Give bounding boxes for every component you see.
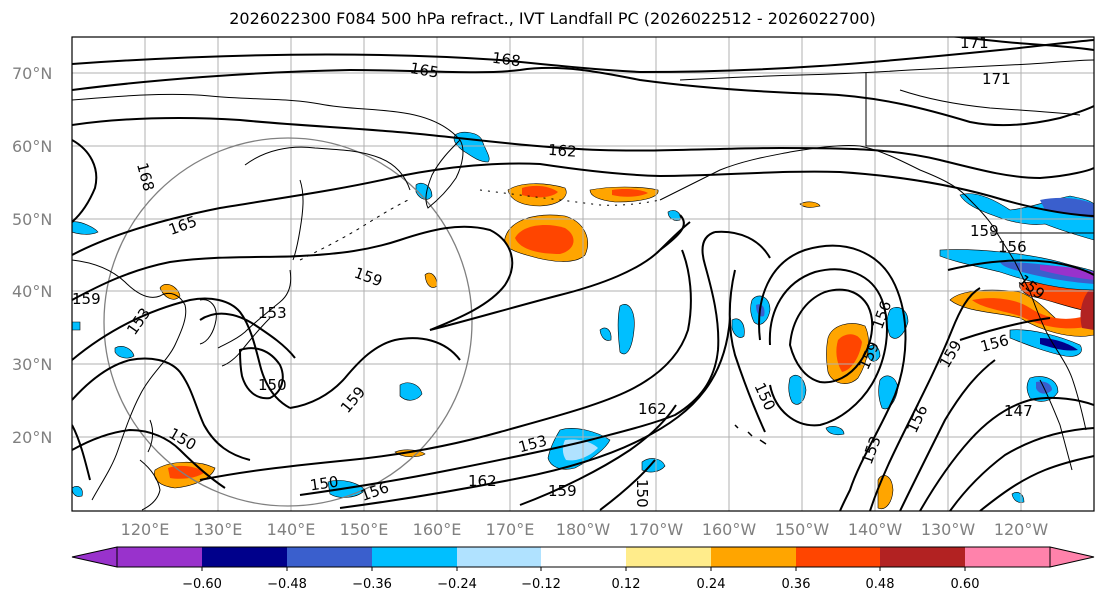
map-border xyxy=(71,36,1095,512)
colorbar-tick-label: 0.36 xyxy=(782,577,811,592)
lon-label: 160°W xyxy=(702,520,757,539)
colorbar-tick-label: 0.48 xyxy=(866,577,895,592)
lat-label: 70°N xyxy=(12,64,52,83)
lat-label: 30°N xyxy=(12,355,52,374)
contour-label: 150 xyxy=(633,479,651,508)
contour-label: 162 xyxy=(638,400,667,418)
colorbar-tick-label: 0.60 xyxy=(951,577,980,592)
refractivity-contours xyxy=(72,37,1094,511)
lon-label: 130°W xyxy=(921,520,976,539)
negative-region xyxy=(72,321,81,331)
contour-label: 153 xyxy=(258,304,287,322)
lon-label: 130°E xyxy=(194,520,243,539)
positive-region xyxy=(612,189,648,197)
negative-region xyxy=(867,344,881,362)
lon-label: 140°E xyxy=(267,520,316,539)
colorbar-segment xyxy=(796,547,880,567)
colorbar-segment xyxy=(457,547,541,567)
colorbar-tick-label: 0.12 xyxy=(612,577,641,592)
anomaly-fill-layer xyxy=(72,131,1094,510)
coastlines xyxy=(72,59,1094,511)
contour-label: 150 xyxy=(309,473,340,495)
lon-label: 160°E xyxy=(413,520,462,539)
contour-label: 150 xyxy=(258,376,287,394)
contour-label: 147 xyxy=(1004,402,1033,420)
positive-region xyxy=(972,298,1090,329)
map-title: 2026022300 F084 500 hPa refract., IVT La… xyxy=(229,9,876,28)
negative-region xyxy=(399,382,423,401)
negative-region xyxy=(667,210,681,221)
negative-region xyxy=(1040,338,1078,351)
positive-region xyxy=(1080,285,1094,330)
lon-label: 120°E xyxy=(121,520,170,539)
colorbar-segment xyxy=(711,547,796,567)
colorbar-segment xyxy=(202,547,287,567)
contour-label: 171 xyxy=(982,70,1011,88)
colorbar-segment xyxy=(287,547,372,567)
contour-label: 159 xyxy=(970,222,999,240)
contour-label: 165 xyxy=(409,59,440,82)
positive-region xyxy=(159,284,181,300)
negative-region xyxy=(72,221,99,235)
contour-label: 159 xyxy=(548,482,577,500)
negative-region xyxy=(825,426,845,436)
lon-label: 170°W xyxy=(629,520,684,539)
colorbar-segment xyxy=(117,547,202,567)
negative-region xyxy=(72,486,83,497)
colorbar-segment xyxy=(880,547,965,567)
lon-label: 120°W xyxy=(994,520,1049,539)
positive-region xyxy=(515,225,574,254)
colorbar-tick-label: −0.36 xyxy=(352,577,392,592)
colorbar-segment xyxy=(626,547,711,567)
colorbar-segment xyxy=(965,547,1050,567)
lon-label: 150°E xyxy=(340,520,389,539)
negative-region xyxy=(114,346,135,359)
contour-label: 156 xyxy=(998,238,1027,256)
colorbar-tick-label: 0.24 xyxy=(697,577,726,592)
colorbar: −0.60 −0.48 −0.36 −0.24 −0.12 0.12 0.24 … xyxy=(71,546,1095,592)
contour-label: 162 xyxy=(547,141,577,161)
landfall-region-circle xyxy=(103,137,473,507)
negative-region xyxy=(1000,262,1094,284)
colorbar-max-extend xyxy=(1049,546,1095,568)
colorbar-tick-label: −0.24 xyxy=(437,577,477,592)
lon-label: 150°W xyxy=(775,520,830,539)
lon-label: 180°W xyxy=(556,520,611,539)
contour-label: 159 xyxy=(72,290,101,308)
lat-label: 50°N xyxy=(12,210,52,229)
colorbar-tick-label: −0.60 xyxy=(182,577,222,592)
colorbar-segment xyxy=(541,547,626,567)
positive-region xyxy=(836,334,862,372)
colorbar-outline xyxy=(116,546,1051,568)
negative-region xyxy=(731,318,745,338)
colorbar-tick-label: −0.48 xyxy=(267,577,307,592)
contour-label: 162 xyxy=(468,472,497,490)
negative-region xyxy=(599,327,612,341)
positive-region xyxy=(522,185,558,198)
colorbar-tick-label: −0.12 xyxy=(521,577,561,592)
colorbar-segment xyxy=(372,547,457,567)
lat-label: 60°N xyxy=(12,137,52,156)
lon-label: 170°E xyxy=(486,520,535,539)
contour-label: 168 xyxy=(491,49,522,71)
colorbar-min-extend xyxy=(71,546,118,568)
longitude-labels: 120°E 130°E 140°E 150°E 160°E 170°E 180°… xyxy=(121,520,1049,539)
lat-label: 40°N xyxy=(12,282,52,301)
contour-label: 171 xyxy=(960,34,989,52)
negative-region xyxy=(1040,265,1094,280)
negative-region xyxy=(617,304,635,355)
latitude-labels: 70°N 60°N 50°N 40°N 30°N 20°N xyxy=(12,64,52,447)
positive-region xyxy=(799,201,821,208)
lat-label: 20°N xyxy=(12,428,52,447)
negative-region xyxy=(1040,197,1094,218)
lon-label: 140°W xyxy=(848,520,903,539)
